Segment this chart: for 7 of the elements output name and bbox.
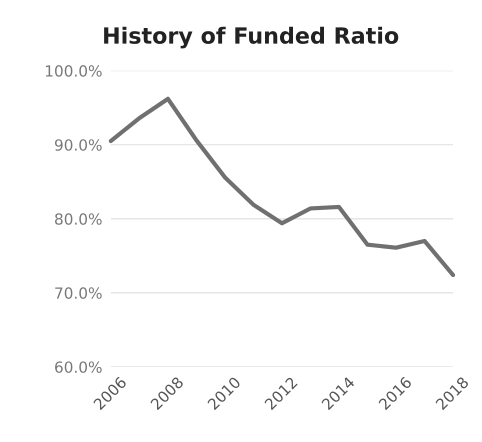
y-tick-label: 80.0% xyxy=(55,213,102,225)
y-tick-label: 100.0% xyxy=(46,65,102,77)
y-tick-label: 70.0% xyxy=(55,287,102,299)
chart-title: History of Funded Ratio xyxy=(104,26,398,48)
y-tick-label: 90.0% xyxy=(54,139,102,151)
y-tick-label: 60.0% xyxy=(55,361,102,373)
line-series xyxy=(108,96,456,278)
